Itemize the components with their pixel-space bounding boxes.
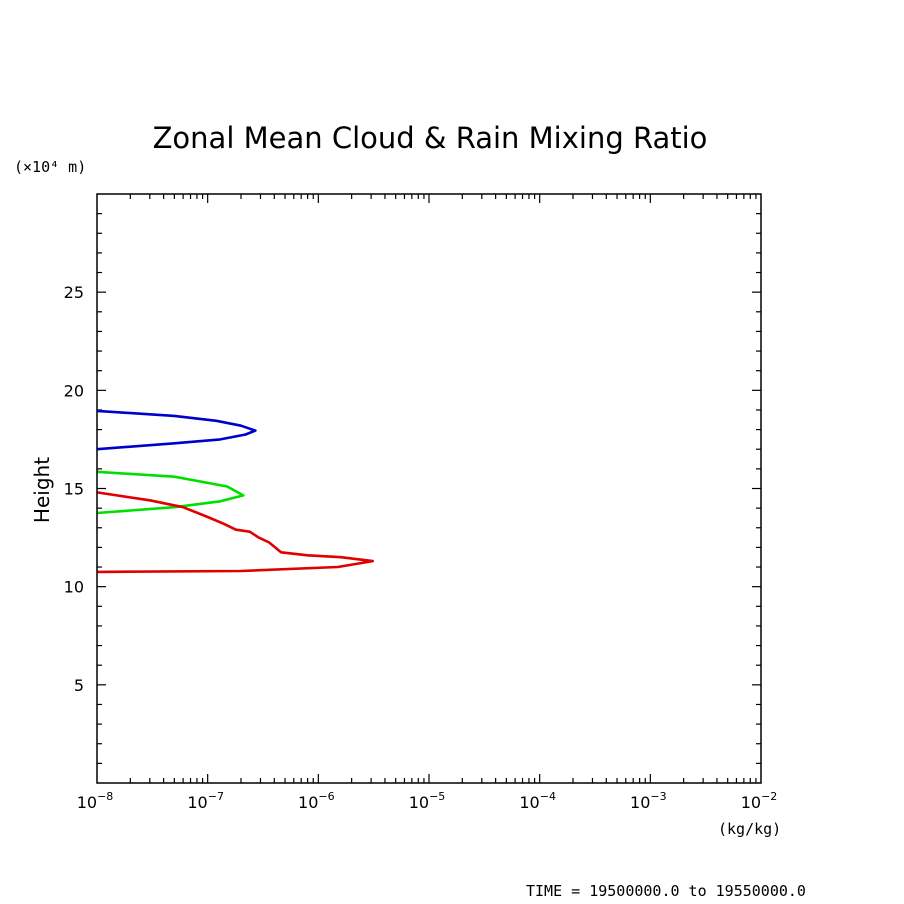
x-tick-base: 10 xyxy=(630,793,650,812)
x-tick-labels: 10−8 10−7 10−6 10−5 10−4 10−3 10−2 xyxy=(77,790,778,812)
y-tick-label: 25 xyxy=(64,283,84,302)
x-axis-unit: (kg/kg) xyxy=(718,820,781,838)
x-tick-label: 10−5 xyxy=(409,790,446,812)
x-tick-base: 10 xyxy=(298,793,318,812)
series-line-3 xyxy=(96,491,375,574)
x-tick-exponent: −7 xyxy=(208,790,224,803)
y-tick-label: 10 xyxy=(64,578,84,597)
x-tick-label: 10−2 xyxy=(741,790,778,812)
x-tick-label: 10−4 xyxy=(519,790,556,812)
y-tick-label: 20 xyxy=(64,381,84,400)
x-tick-base: 10 xyxy=(519,793,539,812)
x-tick-label: 10−3 xyxy=(630,790,667,812)
y-axis-unit: (×10⁴ m) xyxy=(14,158,86,176)
series-line-1 xyxy=(96,409,257,451)
y-tick-label: 15 xyxy=(64,480,84,499)
axis-ticks xyxy=(97,194,761,783)
x-tick-label: 10−8 xyxy=(77,790,114,812)
series-line-2 xyxy=(96,470,245,515)
y-axis-label: Height xyxy=(30,457,54,523)
x-tick-exponent: −4 xyxy=(540,790,556,803)
x-tick-base: 10 xyxy=(77,793,97,812)
x-tick-exponent: −2 xyxy=(761,790,777,803)
x-tick-exponent: −8 xyxy=(97,790,113,803)
y-tick-labels: 5 10 15 20 25 xyxy=(64,283,84,695)
time-range-label: TIME = 19500000.0 to 19550000.0 xyxy=(526,882,806,900)
x-tick-base: 10 xyxy=(409,793,429,812)
x-tick-base: 10 xyxy=(741,793,761,812)
x-tick-exponent: −5 xyxy=(429,790,445,803)
x-tick-base: 10 xyxy=(187,793,207,812)
x-tick-exponent: −3 xyxy=(650,790,666,803)
y-tick-label: 5 xyxy=(74,676,84,695)
series-lines xyxy=(96,409,375,574)
chart-title: Zonal Mean Cloud & Rain Mixing Ratio xyxy=(153,121,708,155)
plot-frame xyxy=(96,193,762,784)
x-tick-exponent: −6 xyxy=(318,790,334,803)
x-tick-label: 10−6 xyxy=(298,790,335,812)
x-tick-label: 10−7 xyxy=(187,790,224,812)
